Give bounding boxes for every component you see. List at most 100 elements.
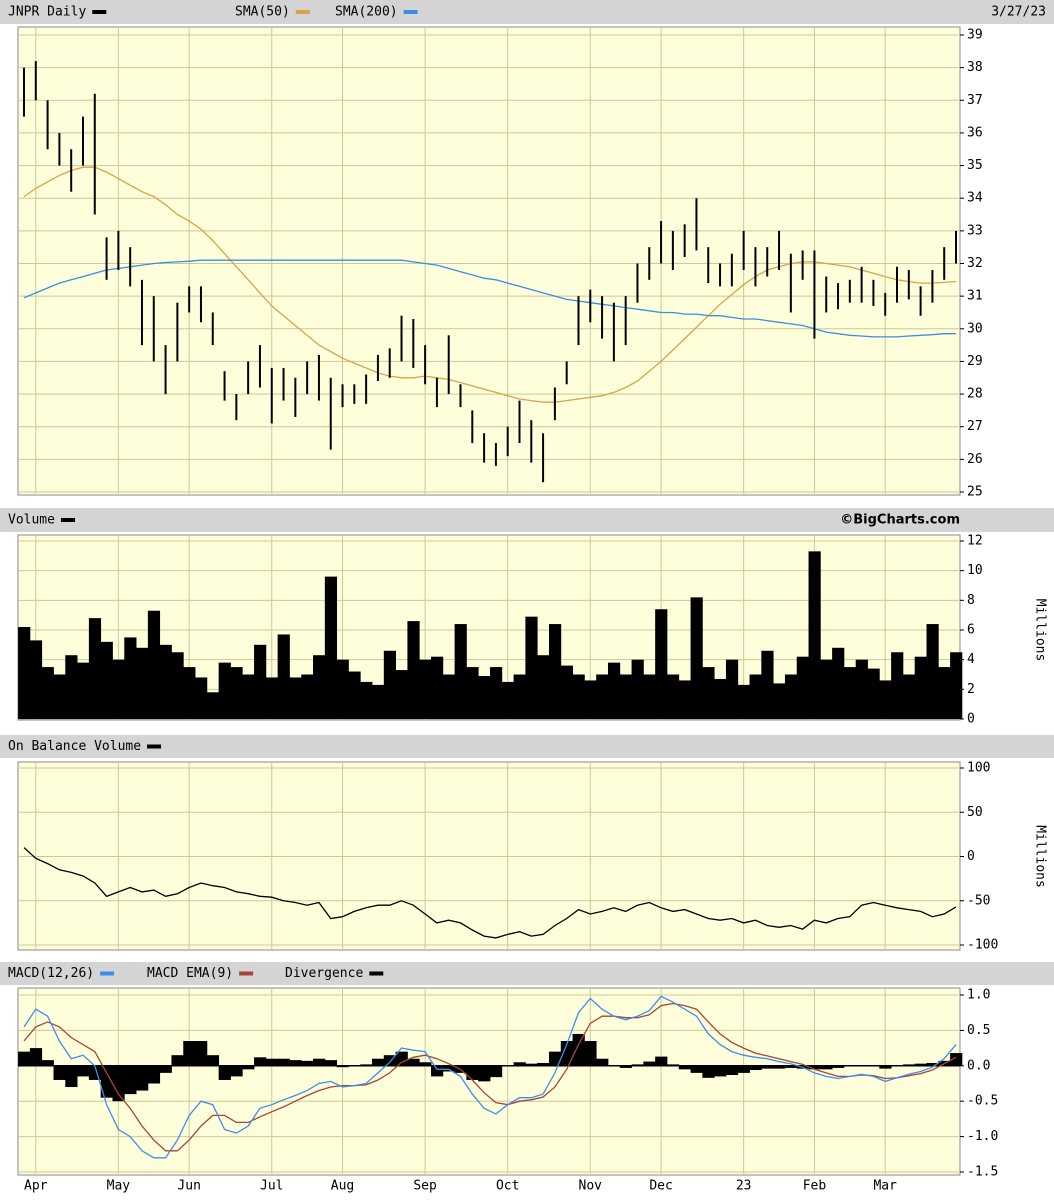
volume-bar	[372, 684, 385, 719]
legend-swatch	[60, 518, 75, 522]
y-tick-label: -50	[967, 893, 990, 908]
volume-bar	[643, 674, 656, 719]
y-tick-label: 33	[967, 223, 983, 238]
divergence-bar	[737, 1065, 750, 1073]
divergence-bar	[324, 1060, 338, 1066]
divergence-bar	[725, 1065, 739, 1076]
x-tick-label: 23	[736, 1179, 752, 1194]
volume-bar	[242, 674, 255, 719]
volume-bar	[560, 665, 573, 719]
volume-bar	[277, 634, 290, 719]
volume-bar	[690, 597, 703, 719]
volume-bar	[725, 659, 739, 719]
legend-swatch	[239, 971, 254, 976]
volume-bar	[879, 680, 892, 719]
volume-bar	[407, 621, 420, 719]
y-tick-label: 0	[967, 712, 975, 727]
divergence-bar	[761, 1065, 774, 1069]
x-tick-label: Feb	[803, 1179, 827, 1194]
plot-area	[17, 26, 961, 496]
volume-bar	[749, 674, 762, 719]
volume-bar	[159, 644, 172, 719]
volume-bar	[124, 637, 137, 719]
y-tick-label: 31	[967, 289, 983, 304]
divergence-bar	[53, 1065, 66, 1080]
y-tick-label: 0.5	[967, 1023, 990, 1038]
y-tick-label: 26	[967, 452, 983, 467]
legend-label: MACD(12,26)	[8, 966, 94, 981]
series-line	[23, 166, 957, 403]
volume-bar	[914, 656, 927, 719]
divergence-bar	[525, 1063, 538, 1066]
volume-bar	[360, 681, 373, 719]
y-tick-label: 29	[967, 354, 983, 369]
divergence-bar	[112, 1065, 125, 1102]
volume-bar	[619, 674, 632, 719]
volume-bar	[442, 674, 456, 719]
volume-bar	[537, 655, 550, 719]
divergence-bar	[431, 1065, 444, 1077]
volume-bar	[607, 662, 621, 719]
y-tick-label: 27	[967, 419, 983, 434]
series-line	[23, 1002, 957, 1152]
y-tick-label: 30	[967, 321, 983, 336]
y-tick-label: -1.0	[967, 1129, 998, 1144]
x-tick-label: Apr	[24, 1179, 48, 1194]
divergence-bar	[749, 1065, 762, 1071]
divergence-bar	[289, 1060, 302, 1066]
volume-bar	[171, 652, 184, 719]
volume-bar	[891, 652, 904, 719]
header-bar	[0, 508, 1054, 532]
x-tick-label: Aug	[331, 1179, 354, 1194]
volume-bar	[195, 677, 208, 719]
legend-swatch	[403, 10, 418, 14]
volume-bar	[655, 609, 668, 719]
divergence-bar	[18, 1051, 31, 1066]
divergence-bar	[690, 1065, 703, 1073]
divergence-bar	[301, 1060, 314, 1066]
x-tick-label: Sep	[413, 1179, 437, 1194]
volume-bar	[301, 674, 314, 719]
divergence-bar	[183, 1041, 196, 1066]
divergence-bar	[914, 1063, 927, 1066]
volume-bar	[478, 675, 491, 719]
divergence-bar	[950, 1053, 963, 1066]
legend-label: SMA(200)	[335, 5, 398, 20]
volume-bar	[254, 644, 267, 719]
volume-bar	[867, 668, 880, 719]
volume-bar	[383, 650, 397, 719]
divergence-bar	[383, 1055, 397, 1066]
series-line	[23, 259, 956, 338]
volume-bar	[112, 659, 125, 719]
volume-bar	[902, 674, 916, 719]
y-tick-label: -1.5	[967, 1165, 998, 1180]
volume-bar	[490, 667, 503, 719]
volume-bar	[431, 656, 444, 719]
divergence-bar	[41, 1060, 54, 1066]
divergence-bar	[560, 1041, 573, 1066]
y-tick-label: 4	[967, 652, 975, 667]
volume-bar	[147, 610, 161, 719]
divergence-bar	[714, 1065, 727, 1077]
divergence-bar	[702, 1065, 715, 1078]
y-tick-label: 38	[967, 60, 983, 75]
divergence-bar	[77, 1065, 90, 1077]
volume-bar	[808, 551, 821, 719]
divergence-bar	[195, 1041, 208, 1066]
divergence-bar	[466, 1065, 479, 1080]
divergence-bar	[265, 1058, 279, 1066]
divergence-bar	[773, 1065, 786, 1069]
header-bar	[0, 962, 1054, 985]
volume-bar	[206, 692, 220, 719]
divergence-bar	[407, 1058, 420, 1066]
divergence-bar	[784, 1065, 798, 1068]
chart-date: 3/27/23	[991, 5, 1046, 20]
header-bar	[0, 0, 1054, 24]
divergence-bar	[572, 1033, 585, 1066]
volume-bar	[183, 667, 196, 719]
header-bar	[0, 735, 1054, 758]
divergence-bar	[442, 1065, 456, 1072]
divergence-bar	[313, 1058, 326, 1066]
divergence-bar	[372, 1058, 385, 1066]
